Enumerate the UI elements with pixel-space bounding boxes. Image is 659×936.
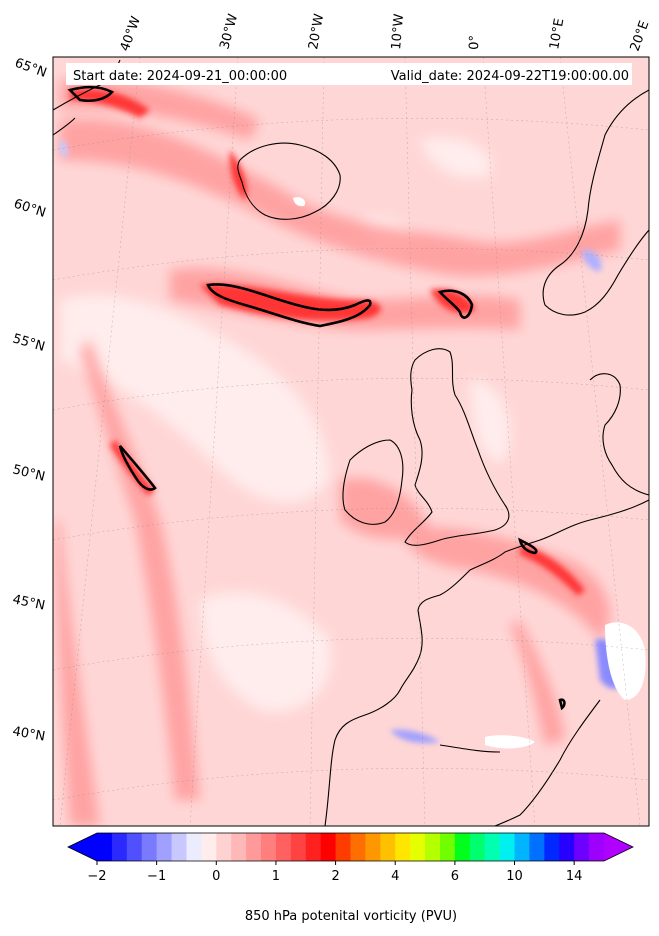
colorbar-cell (305, 833, 322, 861)
colorbar-cells (97, 833, 605, 861)
colorbar-extend-min (68, 833, 97, 861)
lat-label-50n: 50°N (11, 462, 46, 484)
colorbar-ticks: −2 −1 0 1 2 4 6 10 14 (87, 861, 582, 884)
colorbar-cell (589, 833, 605, 861)
colorbar-cell (171, 833, 187, 861)
colorbar-cell (290, 833, 307, 861)
colorbar-tick-label: 14 (566, 869, 583, 884)
latitude-labels: 65°N 60°N 55°N 50°N 45°N 40°N (11, 56, 49, 745)
colorbar-cell (111, 833, 128, 861)
colorbar-tick-label: 4 (391, 869, 399, 884)
lat-label-60n: 60°N (12, 197, 48, 221)
start-date-text: Start date: 2024-09-21_00:00:00 (73, 69, 287, 84)
colorbar-cell (156, 833, 173, 861)
colorbar-cell (544, 833, 560, 861)
lon-label-20w: 20°W (306, 13, 327, 51)
lon-label-0: 0° (467, 35, 483, 50)
pv-low-regions (60, 137, 511, 712)
colorbar-cell (231, 833, 247, 861)
colorbar-cell (574, 833, 590, 861)
colorbar-tick-label: 6 (451, 869, 459, 884)
colorbar-tick-label: −2 (87, 869, 106, 884)
lat-label-40n: 40°N (11, 724, 46, 744)
header-band (66, 63, 632, 85)
pv-2-contours (67, 85, 566, 711)
colorbar-tick-label: 0 (212, 869, 220, 884)
valid-date-text: Valid_date: 2024-09-22T19:00:00.00 (391, 69, 629, 84)
colorbar-cell (514, 833, 530, 861)
colorbar-cell (186, 833, 202, 861)
pv-background-field (53, 57, 649, 826)
lon-label-10e: 10°E (547, 17, 567, 50)
colorbar-cell (126, 833, 143, 861)
colorbar-cell (454, 833, 471, 861)
colorbar-label: 850 hPa potenital vorticity (PVU) (245, 909, 457, 924)
colorbar-cell (365, 833, 381, 861)
colorbar-tick-label: 2 (331, 869, 339, 884)
colorbar-cell (246, 833, 262, 861)
colorbar: −2 −1 0 1 2 4 6 10 14 850 hPa potenital vorticit… (67, 832, 634, 924)
coastlines (53, 59, 649, 826)
colorbar-cell (529, 833, 545, 861)
colorbar-extend-max (604, 833, 633, 861)
lat-label-45n: 45°N (11, 592, 46, 613)
masked-terrain-areas (293, 197, 646, 749)
longitude-labels: 40°W 30°W 20°W 10°W 0° 10°E 20°E (118, 12, 653, 53)
colorbar-cell (410, 833, 426, 861)
colorbar-cell (320, 833, 337, 861)
colorbar-cell (275, 833, 292, 861)
colorbar-cell (395, 833, 411, 861)
graticule (53, 57, 649, 826)
colorbar-cell (201, 833, 217, 861)
lat-label-65n: 65°N (13, 56, 49, 81)
colorbar-cell (380, 833, 396, 861)
iceland-coast (237, 142, 341, 220)
ireland-coast (342, 439, 404, 525)
colorbar-cell (425, 833, 441, 861)
colorbar-cell (350, 833, 366, 861)
colorbar-cell (97, 833, 113, 861)
lat-label-55n: 55°N (11, 331, 47, 354)
france-iberia-coast (324, 499, 649, 826)
iberia-east-coast (494, 699, 601, 826)
colorbar-cell (141, 833, 158, 861)
colorbar-tick-label: 10 (506, 869, 523, 884)
colorbar-cell (261, 833, 277, 861)
norway-coast (542, 89, 649, 316)
lon-label-10w: 10°W (389, 13, 407, 50)
colorbar-cell (484, 833, 501, 861)
lon-label-30w: 30°W (217, 12, 241, 51)
pv-medium-bands (55, 79, 620, 826)
colorbar-tick-label: −1 (147, 869, 166, 884)
colorbar-cell (469, 833, 486, 861)
colorbar-cell (216, 833, 232, 861)
colorbar-cell (439, 833, 456, 861)
map-frame (52, 56, 650, 827)
lon-label-20e: 20°E (628, 19, 653, 54)
lon-label-40w: 40°W (118, 14, 144, 53)
mediterranean-coast (439, 744, 501, 753)
colorbar-cell (335, 833, 351, 861)
colorbar-cell (559, 833, 575, 861)
map-panel (53, 57, 649, 826)
denmark-coast (589, 373, 649, 496)
colorbar-cell (499, 833, 516, 861)
great-britain-coast (404, 348, 510, 546)
colorbar-tick-label: 1 (272, 869, 280, 884)
